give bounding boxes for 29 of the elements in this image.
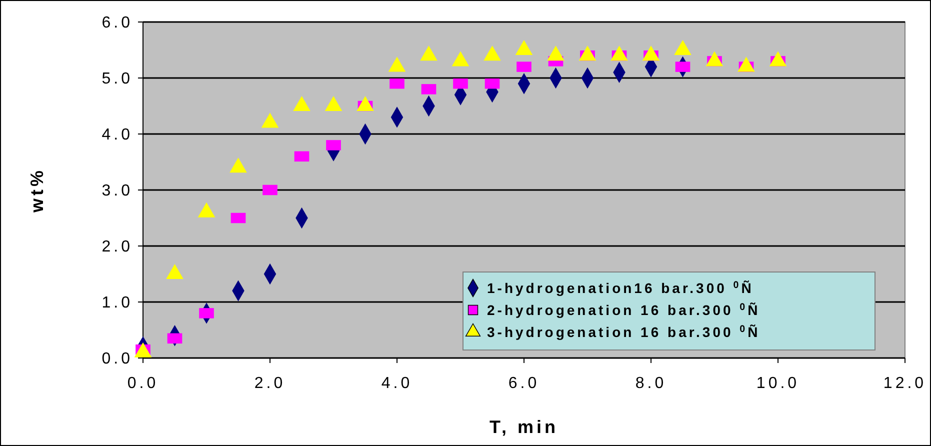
x-tick-label: 8.0	[635, 375, 667, 392]
legend-label: 3-hydrogenation 16 bar.300 $^{0}$Ñ	[487, 323, 760, 340]
point	[167, 333, 182, 344]
x-tick-label: 0.0	[127, 375, 159, 392]
point	[262, 184, 278, 196]
point	[390, 78, 404, 89]
point	[516, 62, 532, 72]
x-tick-label: 6.0	[508, 375, 540, 392]
y-tick-label: 4.0	[102, 126, 133, 144]
x-tick-label: 10.0	[756, 375, 800, 392]
point	[326, 140, 341, 150]
y-tick-label: 0.0	[102, 350, 133, 368]
y-tick-label: 6.0	[102, 14, 133, 32]
y-axis-title: wt%	[27, 168, 47, 214]
x-tick-label: 4.0	[381, 375, 413, 392]
y-tick-label: 2.0	[102, 238, 133, 256]
y-tick-label: 1.0	[102, 294, 133, 312]
x-axis-title: T, min	[489, 417, 559, 437]
y-tick-label: 5.0	[102, 70, 133, 88]
y-tick-label: 3.0	[102, 182, 133, 200]
point	[230, 212, 246, 224]
point	[199, 308, 214, 318]
point	[453, 78, 468, 89]
legend-label: 1-hydrogenation16 bar.300 $^{0}$Ñ	[487, 279, 754, 296]
x-tick-label: 2.0	[254, 375, 286, 392]
legend-label: 2-hydrogenation 16 bar.300 $^{0}$Ñ	[487, 301, 760, 318]
point	[294, 151, 310, 162]
x-tick-label: 12.0	[883, 375, 927, 392]
point	[484, 78, 500, 89]
